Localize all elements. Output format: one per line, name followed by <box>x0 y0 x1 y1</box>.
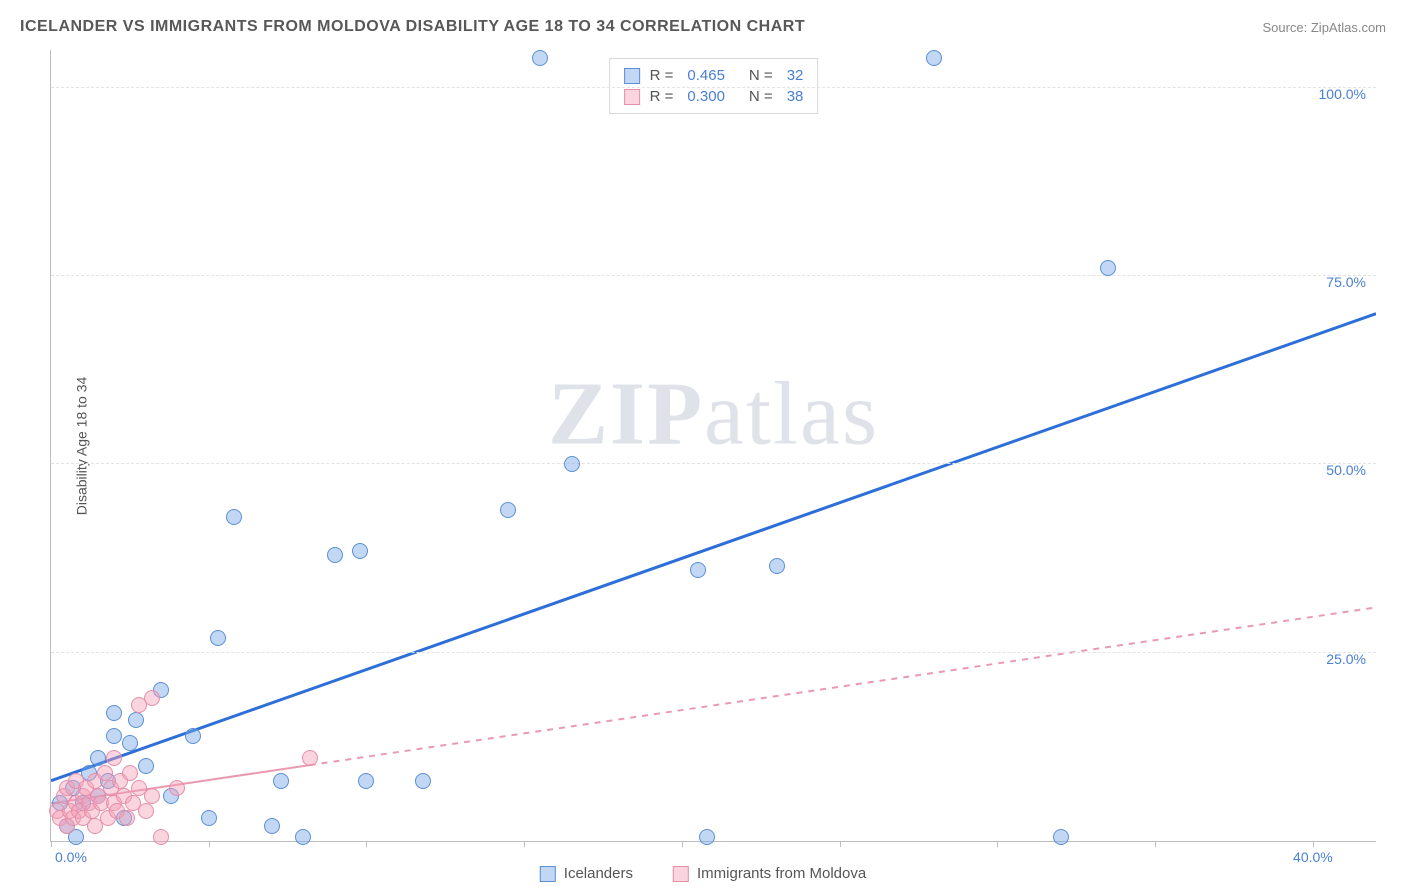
x-tick <box>840 841 841 847</box>
x-tick <box>1313 841 1314 847</box>
stat-n-value: 38 <box>787 88 804 105</box>
trend-line-extrapolated <box>310 607 1376 765</box>
stat-n-value: 32 <box>787 67 804 84</box>
grid-line <box>51 652 1376 653</box>
data-point <box>144 690 160 706</box>
grid-line <box>51 463 1376 464</box>
data-point <box>358 773 374 789</box>
data-point <box>352 543 368 559</box>
scatter-chart: ZIPatlas R = 0.465 N = 32 R = 0.300 N = 38 25.0… <box>50 50 1376 842</box>
data-point <box>690 562 706 578</box>
stat-r-label: R = <box>650 88 674 105</box>
data-point <box>295 829 311 845</box>
x-tick-label: 0.0% <box>55 849 87 865</box>
data-point <box>128 712 144 728</box>
series-legend: Icelanders Immigrants from Moldova <box>540 865 866 882</box>
data-point <box>138 803 154 819</box>
data-point <box>564 456 580 472</box>
data-point <box>185 728 201 744</box>
data-point <box>119 810 135 826</box>
data-point <box>210 630 226 646</box>
data-point <box>106 750 122 766</box>
watermark: ZIPatlas <box>548 362 879 465</box>
x-tick <box>682 841 683 847</box>
data-point <box>327 547 343 563</box>
x-tick <box>209 841 210 847</box>
data-point <box>273 773 289 789</box>
data-point <box>169 780 185 796</box>
x-tick <box>366 841 367 847</box>
stat-n-label: N = <box>749 67 773 84</box>
data-point <box>122 765 138 781</box>
data-point <box>106 705 122 721</box>
stats-legend-row: R = 0.465 N = 32 <box>624 65 804 86</box>
stats-legend-row: R = 0.300 N = 38 <box>624 86 804 107</box>
data-point <box>106 728 122 744</box>
legend-item: Icelanders <box>540 865 633 882</box>
legend-swatch <box>624 89 640 105</box>
legend-item: Immigrants from Moldova <box>673 865 866 882</box>
data-point <box>415 773 431 789</box>
data-point <box>926 50 942 66</box>
data-point <box>226 509 242 525</box>
legend-swatch <box>624 68 640 84</box>
x-tick <box>51 841 52 847</box>
trend-line <box>51 314 1376 781</box>
data-point <box>138 758 154 774</box>
y-tick-label: 25.0% <box>1326 651 1366 667</box>
x-tick <box>997 841 998 847</box>
data-point <box>264 818 280 834</box>
source-attribution: Source: ZipAtlas.com <box>1262 20 1386 35</box>
stat-r-value: 0.300 <box>687 88 725 105</box>
stat-r-value: 0.465 <box>687 67 725 84</box>
grid-line <box>51 87 1376 88</box>
data-point <box>769 558 785 574</box>
data-point <box>699 829 715 845</box>
data-point <box>90 750 106 766</box>
stat-r-label: R = <box>650 67 674 84</box>
x-tick <box>1155 841 1156 847</box>
legend-label: Immigrants from Moldova <box>697 865 866 882</box>
y-tick-label: 50.0% <box>1326 462 1366 478</box>
grid-line <box>51 275 1376 276</box>
data-point <box>153 829 169 845</box>
data-point <box>97 765 113 781</box>
legend-swatch <box>540 866 556 882</box>
stat-n-label: N = <box>749 88 773 105</box>
x-tick <box>524 841 525 847</box>
chart-title: ICELANDER VS IMMIGRANTS FROM MOLDOVA DIS… <box>20 18 805 36</box>
data-point <box>201 810 217 826</box>
data-point <box>144 788 160 804</box>
x-tick-label: 40.0% <box>1293 849 1333 865</box>
data-point <box>532 50 548 66</box>
data-point <box>500 502 516 518</box>
data-point <box>1100 260 1116 276</box>
y-tick-label: 100.0% <box>1319 86 1366 102</box>
legend-swatch <box>673 866 689 882</box>
data-point <box>302 750 318 766</box>
legend-label: Icelanders <box>564 865 633 882</box>
data-point <box>122 735 138 751</box>
y-tick-label: 75.0% <box>1326 274 1366 290</box>
data-point <box>1053 829 1069 845</box>
